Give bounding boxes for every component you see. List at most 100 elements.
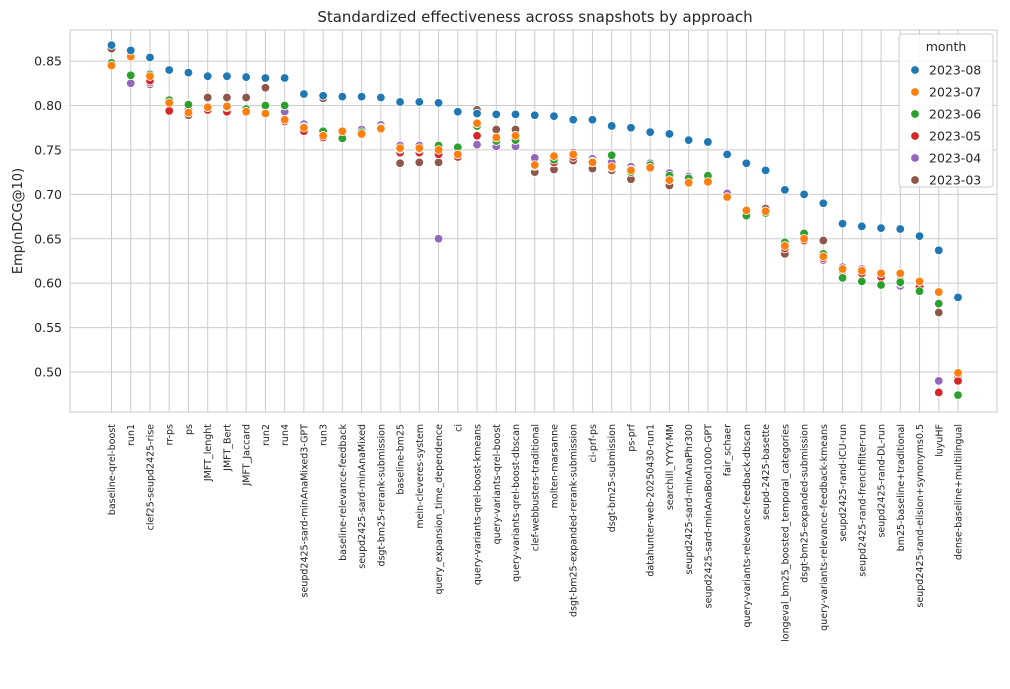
legend-marker — [910, 175, 920, 185]
data-point — [703, 177, 713, 187]
data-point — [934, 387, 944, 398]
data-point — [126, 78, 136, 89]
data-point — [106, 60, 117, 71]
data-point — [799, 234, 809, 244]
x-tick-label: run3 — [319, 424, 330, 446]
legend-label: 2023-04 — [929, 151, 981, 166]
data-point — [491, 132, 501, 143]
data-point — [549, 111, 559, 121]
data-point — [722, 149, 732, 160]
data-point — [683, 178, 694, 188]
data-point — [433, 145, 444, 155]
data-point — [356, 129, 367, 139]
x-tick-label: searchill_YYYY-MM — [665, 424, 676, 510]
y-tick-label: 0.70 — [34, 187, 62, 202]
data-point — [318, 131, 328, 141]
data-point — [626, 123, 636, 133]
grid-lines — [70, 30, 997, 412]
data-point — [453, 149, 463, 160]
x-tick-label: ps-prf — [626, 423, 637, 451]
x-tick-label: seupd-2425-basette — [761, 424, 772, 520]
data-point — [837, 264, 848, 274]
y-tick-label: 0.55 — [34, 320, 62, 335]
data-point — [818, 235, 829, 246]
data-point — [260, 83, 271, 93]
x-tick-label: query-variants-qrel-boost-kmeans — [473, 424, 484, 585]
data-point — [741, 205, 752, 216]
data-point — [472, 139, 482, 150]
data-point — [914, 231, 925, 241]
data-point — [837, 273, 848, 283]
data-point — [241, 107, 251, 117]
x-tick-label: dsgt-bm25-expanded-rerank-submission — [569, 424, 580, 617]
y-axis-ticks: 0.50 0.55 0.60 0.65 0.70 0.75 0.80 0.85 — [34, 54, 62, 380]
x-tick-label: seupd2425-rand-frenchfilter-run — [857, 424, 868, 577]
x-tick-label: dense-baseline+multilingual — [954, 424, 965, 560]
x-tick-label: rr-ps — [165, 424, 176, 445]
data-point — [895, 268, 905, 279]
data-point — [587, 115, 598, 125]
x-tick-label: seupd2425-sard-minAnaPhr300 — [684, 424, 695, 575]
plot-area — [69, 29, 998, 413]
chart-title: Standardized effectiveness across snapsh… — [317, 8, 752, 26]
data-point — [106, 40, 117, 50]
data-point — [260, 73, 271, 83]
x-tick-label: query-variants-relevance-feedback-kmeans — [819, 424, 830, 631]
x-tick-label: seupd2425-rand-elision+synonyms0.5 — [915, 424, 926, 608]
x-tick-label: dsgt-bm25-expanded-submission — [800, 424, 811, 583]
data-point — [356, 91, 367, 102]
x-tick-label: run2 — [261, 424, 272, 446]
legend-label: 2023-06 — [929, 107, 981, 122]
data-point — [433, 98, 444, 108]
data-point — [299, 89, 309, 99]
data-point — [318, 91, 328, 101]
data-point — [607, 150, 617, 160]
x-tick-label: query-variants-relevance-feedback-dbscan — [742, 424, 753, 628]
data-point — [780, 241, 790, 251]
data-point — [722, 192, 732, 202]
x-tick-label: dsgt-bm25-submission — [607, 424, 618, 532]
x-tick-label: molten-marsanne — [549, 424, 560, 509]
data-point — [934, 245, 944, 256]
x-tick-label: clef-webbusters-traditional — [530, 424, 541, 551]
x-tick-label: ci-prf-ps — [588, 424, 599, 463]
data-point — [376, 123, 386, 134]
data-point — [222, 92, 232, 103]
data-point — [337, 126, 348, 136]
legend-marker — [910, 131, 920, 141]
data-point — [876, 223, 886, 233]
data-point — [953, 376, 963, 386]
data-point — [568, 115, 578, 125]
x-tick-label: luyuHF — [934, 424, 945, 457]
data-point — [953, 368, 963, 378]
y-tick-label: 0.65 — [34, 231, 62, 246]
x-tick-label: ci — [453, 424, 464, 432]
data-point — [741, 158, 752, 168]
data-point — [568, 149, 578, 160]
data-point — [145, 52, 155, 63]
y-tick-label: 0.85 — [34, 54, 62, 69]
data-point — [145, 71, 155, 81]
data-point — [857, 276, 867, 287]
data-point — [260, 108, 271, 119]
data-point — [818, 251, 829, 262]
x-tick-label: seupd2425-rand-DL-run — [877, 424, 888, 538]
data-point — [510, 109, 521, 120]
legend-label: 2023-08 — [929, 63, 981, 78]
y-tick-label: 0.60 — [34, 276, 62, 291]
data-point — [279, 115, 290, 125]
data-point — [279, 100, 290, 111]
data-point — [241, 72, 251, 82]
data-point — [895, 277, 905, 287]
data-point — [164, 106, 174, 116]
x-tick-label: query-variants-qrel-boost — [492, 424, 503, 545]
x-tick-label: clef25-seupd2425-rise — [145, 424, 156, 531]
data-point — [183, 99, 194, 110]
data-point — [202, 92, 213, 103]
data-point — [241, 92, 251, 103]
legend-box — [898, 33, 994, 188]
data-point — [299, 123, 309, 133]
x-tick-label: JMFT_lenght — [203, 424, 214, 482]
data-point — [549, 151, 559, 161]
